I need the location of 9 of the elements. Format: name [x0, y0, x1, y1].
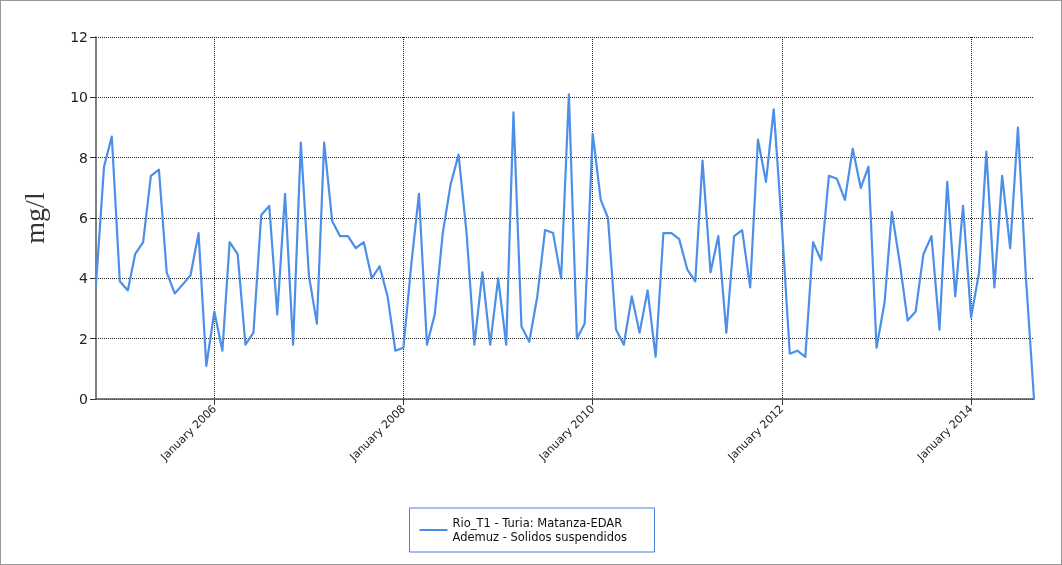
y-tick-label: 4	[79, 270, 89, 287]
y-tick-label: 2	[79, 330, 88, 347]
legend-label: Rio_T1 - Turia: Matanza-EDAR Ademuz - Solidos suspendidos	[452, 516, 627, 544]
y-tick-label: 0	[79, 391, 88, 407]
y-tick-label: 6	[79, 210, 89, 226]
y-tick-label: 10	[70, 89, 88, 106]
y-tick-label: 8	[79, 149, 88, 166]
y-axis-title: mg/l	[18, 192, 50, 244]
y-tick-label: 12	[70, 29, 88, 45]
